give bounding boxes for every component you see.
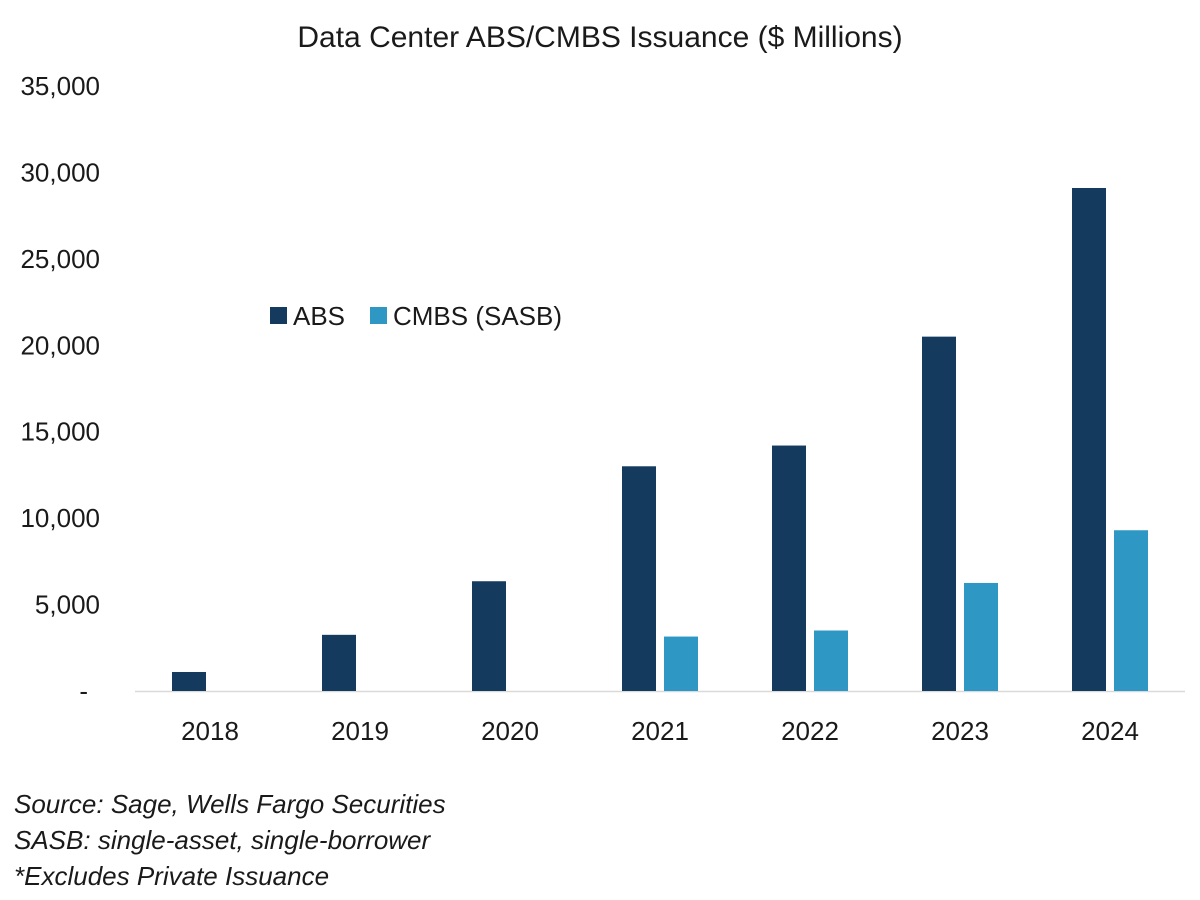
y-axis: - 5,000 10,000 15,000 20,000 25,000 30,000 35,0… — [20, 71, 100, 706]
x-tick-label: 2021 — [631, 716, 689, 746]
source-note: Source: Sage, Wells Fargo Securities — [14, 789, 446, 819]
y-tick-label: 25,000 — [20, 244, 100, 274]
bar-abs-2024 — [1072, 187, 1106, 691]
bar-abs-2023 — [922, 336, 956, 691]
bars — [172, 187, 1148, 691]
exclusion-note: *Excludes Private Issuance — [14, 861, 330, 891]
y-tick-label: 35,000 — [20, 71, 100, 101]
x-tick-label: 2020 — [481, 716, 539, 746]
chart-title: Data Center ABS/CMBS Issuance ($ Million… — [297, 21, 902, 54]
legend-swatch-cmbs-sasb — [370, 307, 387, 324]
bar-cmbs-sasb-2024 — [1114, 530, 1148, 691]
legend-label-abs: ABS — [293, 301, 345, 331]
bar-abs-2020 — [472, 581, 506, 691]
sasb-definition-note: SASB: single-asset, single-borrower — [14, 825, 431, 855]
x-tick-label: 2019 — [331, 716, 389, 746]
bar-abs-2022 — [772, 445, 806, 691]
y-tick-label: 5,000 — [35, 590, 100, 620]
x-tick-label: 2018 — [181, 716, 239, 746]
x-tick-label: 2022 — [781, 716, 839, 746]
bar-abs-2019 — [322, 634, 356, 691]
y-tick-label: 30,000 — [20, 157, 100, 187]
y-tick-label: 15,000 — [20, 417, 100, 447]
chart-notes: Source: Sage, Wells Fargo Securities SAS… — [14, 786, 446, 894]
bar-abs-2018 — [172, 671, 206, 691]
y-tick-label: 20,000 — [20, 330, 100, 360]
bar-cmbs-sasb-2022 — [814, 630, 848, 691]
y-tick-label: - — [79, 676, 88, 706]
x-tick-label: 2023 — [931, 716, 989, 746]
legend-label-cmbs-sasb: CMBS (SASB) — [393, 301, 562, 331]
legend-swatch-abs — [270, 307, 287, 324]
legend: ABS CMBS (SASB) — [270, 301, 562, 331]
bar-cmbs-sasb-2021 — [664, 636, 698, 691]
x-axis: 2018 2019 2020 2021 2022 2023 2024 — [181, 716, 1139, 746]
x-tick-label: 2024 — [1081, 716, 1139, 746]
bar-abs-2021 — [622, 466, 656, 691]
bar-cmbs-sasb-2023 — [964, 582, 998, 691]
y-tick-label: 10,000 — [20, 503, 100, 533]
